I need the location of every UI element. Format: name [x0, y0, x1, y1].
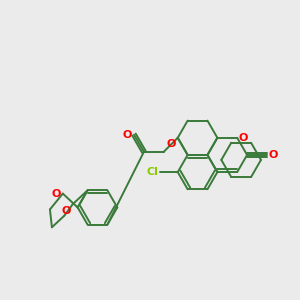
- Text: O: O: [238, 133, 248, 143]
- Text: O: O: [123, 130, 132, 140]
- Text: Cl: Cl: [146, 167, 158, 177]
- Text: O: O: [269, 150, 278, 160]
- Text: O: O: [61, 206, 71, 216]
- Text: O: O: [52, 189, 61, 199]
- Text: O: O: [167, 139, 176, 149]
